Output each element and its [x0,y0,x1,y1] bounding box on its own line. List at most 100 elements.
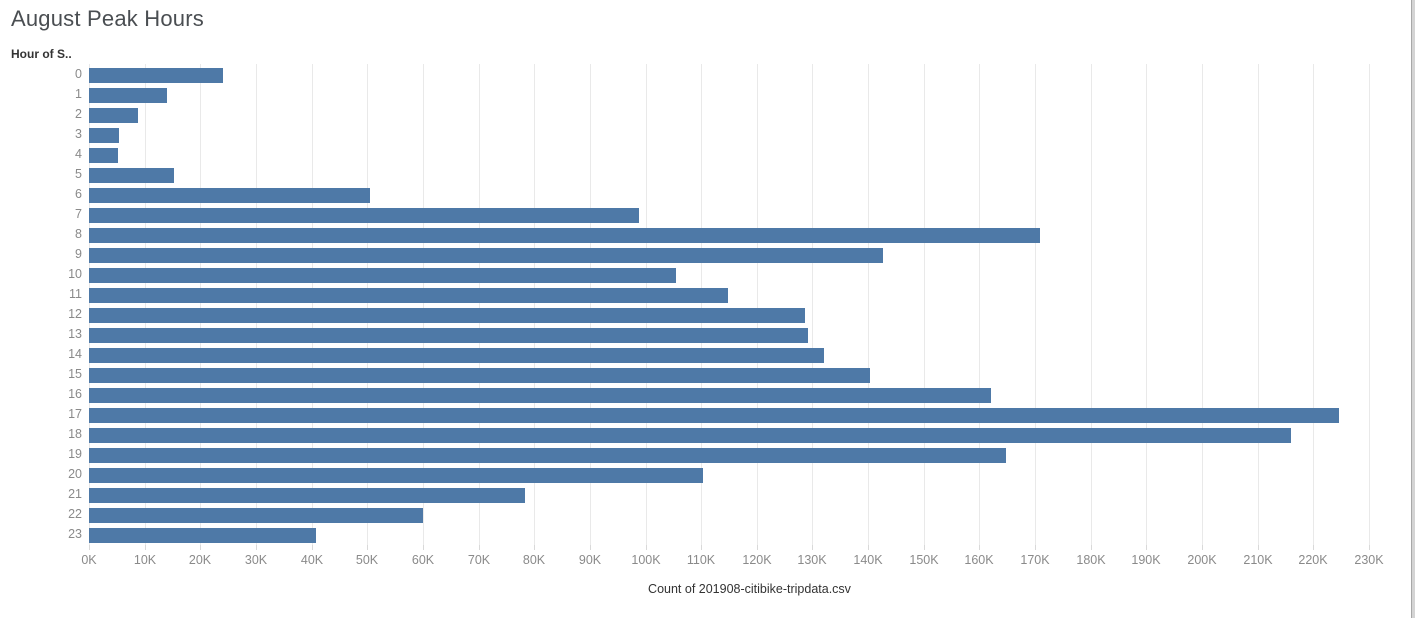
bar-hour-13[interactable] [89,328,808,343]
y-tick-label: 16 [68,387,82,401]
axis-tick [1258,545,1259,550]
x-tick-label: 60K [411,553,435,567]
y-tick-label: 19 [68,447,82,461]
y-tick-label: 10 [68,267,82,281]
x-tick-label: 10K [133,553,157,567]
bar-hour-9[interactable] [89,248,883,263]
y-tick-label: 23 [68,527,82,541]
x-tick-label: 110K [686,553,716,567]
gridline [312,64,313,545]
chart-title: August Peak Hours [11,6,204,31]
bar-hour-3[interactable] [89,128,120,143]
y-tick-label: 3 [75,127,82,141]
x-tick-label: 120K [742,553,772,567]
axis-tick [646,545,647,550]
axis-tick [868,545,869,550]
x-tick-label: 200K [1187,553,1217,567]
gridline [812,64,813,545]
bar-hour-0[interactable] [89,68,224,83]
bar-hour-22[interactable] [89,508,423,523]
bar-hour-6[interactable] [89,188,370,203]
y-tick-label: 8 [75,227,82,241]
x-tick-label: 180K [1076,553,1106,567]
bar-hour-18[interactable] [89,428,1291,443]
axis-tick [1146,545,1147,550]
axis-tick [423,545,424,550]
bar-hour-1[interactable] [89,88,167,103]
axis-tick [367,545,368,550]
x-tick-label: 230K [1354,553,1384,567]
gridline [701,64,702,545]
x-tick-label: 140K [853,553,883,567]
x-tick-label: 30K [244,553,268,567]
y-tick-label: 14 [68,347,82,361]
gridline [479,64,480,545]
x-tick-label: 40K [300,553,324,567]
gridline [200,64,201,545]
gridline [646,64,647,545]
axis-tick [145,545,146,550]
bar-hour-15[interactable] [89,368,870,383]
bar-hour-11[interactable] [89,288,729,303]
x-axis: 0K 10K 20K 30K 40K 50K 60K 70K 80K 90K 100K 110K 120… [81,545,1410,575]
gridline [423,64,424,545]
y-tick-label: 9 [75,247,82,261]
bar-hour-7[interactable] [89,208,639,223]
x-tick-label: 190K [1131,553,1161,567]
bar-hour-19[interactable] [89,448,1007,463]
axis-tick [1035,545,1036,550]
bar-hour-14[interactable] [89,348,825,363]
bar-hour-21[interactable] [89,488,525,503]
y-tick-label: 13 [68,327,82,341]
gridline [924,64,925,545]
bar-hour-12[interactable] [89,308,805,323]
axis-tick [924,545,925,550]
y-axis-field-label: Hour of S.. [11,47,72,61]
y-tick-label: 0 [75,67,82,81]
y-tick-label: 4 [75,147,82,161]
axis-tick [200,545,201,550]
axis-tick [1369,545,1370,550]
y-tick-label: 12 [68,307,82,321]
axis-tick [590,545,591,550]
bar-hour-17[interactable] [89,408,1339,423]
plot-area [89,64,1410,545]
x-tick-label: 50K [355,553,379,567]
bar-hour-2[interactable] [89,108,138,123]
y-tick-label: 2 [75,107,82,121]
bar-hour-20[interactable] [89,468,703,483]
x-tick-label: 100K [631,553,661,567]
bar-hour-5[interactable] [89,168,175,183]
gridline [868,64,869,545]
gridline [979,64,980,545]
bar-hour-16[interactable] [89,388,992,403]
bar-hour-8[interactable] [89,228,1040,243]
gridline [757,64,758,545]
gridline [1202,64,1203,545]
bar-hour-4[interactable] [89,148,118,163]
gridline [1091,64,1092,545]
y-tick-label: 6 [75,187,82,201]
axis-tick [479,545,480,550]
x-tick-label: 20K [188,553,212,567]
x-tick-label: 70K [467,553,491,567]
x-tick-label: 160K [964,553,994,567]
bar-hour-23[interactable] [89,528,316,543]
axis-tick [979,545,980,550]
gridline [590,64,591,545]
gridline [367,64,368,545]
x-tick-label: 220K [1298,553,1328,567]
y-tick-label: 21 [68,487,82,501]
axis-tick [89,545,90,550]
gridline [145,64,146,545]
x-tick-label: 80K [522,553,546,567]
x-tick-label: 130K [797,553,827,567]
y-tick-label: 11 [69,287,82,301]
x-tick-label: 0K [81,553,97,567]
axis-tick [312,545,313,550]
y-tick-label: 18 [68,427,82,441]
gridline [89,64,90,545]
bar-hour-10[interactable] [89,268,677,283]
y-tick-label: 7 [75,207,82,221]
